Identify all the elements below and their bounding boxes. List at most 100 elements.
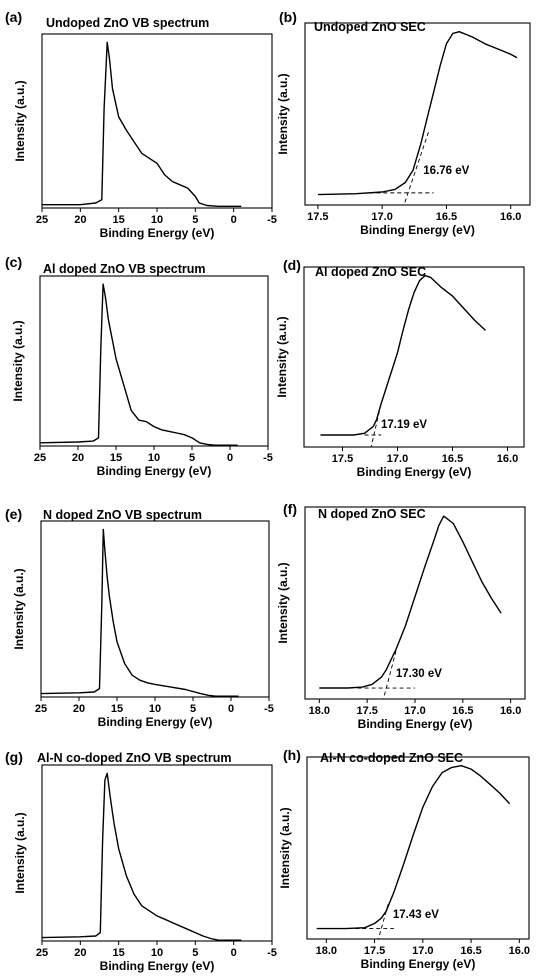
x-tick-label: -5 [264,703,274,715]
y-axis-label: Intensity (a.u.) [12,568,26,649]
y-axis-label: Intensity (a.u.) [11,320,25,401]
spectrum-line [39,283,238,446]
x-tick-label: 10 [151,947,163,959]
panel-title: Undoped ZnO VB spectrum [46,16,209,30]
panel-letter: (f) [283,501,297,517]
panel-a: (a) Undoped ZnO VB spectrum 25 20 15 10 5 0 -5 Bi… [5,9,277,240]
x-tick-label: 16.5 [442,453,463,465]
x-tick-label: 16.5 [436,211,457,223]
extrapolation-line [370,404,382,448]
plot-frame [39,275,269,447]
x-tick-label: 10 [149,703,161,715]
y-axis-label: Intensity (a.u.) [13,812,27,893]
panel-h: (h) Al-N co-doped ZnO SEC 18.0 17.5 17.0 16.5… [278,747,530,971]
y-axis-label: Intensity (a.u.) [275,316,289,397]
extrapolation-line [377,904,389,940]
x-tick-label: 16.0 [500,211,521,223]
x-tick-label: 10 [151,214,163,226]
x-tick-label: 20 [74,214,86,226]
x-axis-label: Binding Energy (eV) [361,957,476,971]
cutoff-annotation: 17.43 eV [393,909,439,921]
x-tick-label: 16.0 [497,453,518,465]
x-tick-label: 5 [190,703,196,715]
panel-title: Al-N co-doped ZnO VB spectrum [37,751,231,765]
cutoff-annotation: 17.19 eV [381,419,427,431]
x-tick-label: 5 [192,947,198,959]
spectrum-line [316,765,511,930]
spectrum-line [42,41,242,207]
x-tick-label: 17.5 [332,453,353,465]
x-axis-label: Binding Energy (eV) [100,226,215,240]
x-tick-label: 10 [148,452,160,464]
cutoff-annotation: 16.76 eV [423,165,469,177]
x-tick-label: 17.0 [387,453,408,465]
x-axis-label: Binding Energy (eV) [98,715,213,729]
cutoff-annotation: 17.30 eV [396,668,442,680]
panel-letter: (c) [5,254,22,270]
plot-frame [303,266,525,448]
x-tick-label: 0 [231,947,237,959]
panel-d: (d) Al doped ZnO SEC 17.5 17.0 16.5 16.0 Bindi… [275,257,525,479]
x-tick-label: 15 [113,947,125,959]
panel-letter: (b) [279,9,297,25]
panel-f: (f) N doped ZnO SEC 18.0 17.5 17.0 16.5 16.0 Bi… [276,501,526,731]
x-tick-label: 16.0 [509,945,530,957]
panel-g: (g) Al-N co-doped ZnO VB spectrum 25 20 15 10… [5,749,277,973]
panel-e: (e) N doped ZnO VB spectrum 25 20 15 10 5 0 -5 Bi… [5,506,274,729]
x-tick-label: 25 [36,214,48,226]
x-axis-label: Binding Energy (eV) [100,959,215,973]
x-tick-label: -5 [267,947,277,959]
plot-frame [41,33,273,209]
panel-letter: (g) [5,749,23,765]
y-axis-label: Intensity (a.u.) [276,562,290,643]
plot-frame [306,756,530,940]
x-tick-label: 17.5 [364,945,385,957]
x-tick-label: 25 [35,703,47,715]
x-tick-label: 16.5 [452,705,473,717]
plot-frame [41,764,273,942]
x-tick-label: 25 [34,452,46,464]
extrapolation-line [382,644,399,700]
x-tick-label: 15 [111,703,123,715]
x-tick-label: 0 [228,703,234,715]
spectrum-line [41,772,242,941]
panel-letter: (h) [283,747,301,763]
x-tick-label: 17.0 [412,945,433,957]
x-tick-label: -5 [263,452,273,464]
panel-b: (b) Undoped ZnO SEC 17.5 17.0 16.5 16.0 Bindin… [276,9,531,237]
x-tick-label: 16.5 [460,945,481,957]
x-axis-label: Binding Energy (eV) [358,717,473,731]
x-tick-label: 20 [73,703,85,715]
x-tick-label: 17.0 [404,705,425,717]
x-tick-label: 25 [36,947,48,959]
x-tick-label: 0 [231,214,237,226]
x-tick-label: 20 [74,947,86,959]
x-tick-label: 18.0 [316,945,337,957]
y-axis-label: Intensity (a.u.) [276,73,290,154]
x-tick-label: 5 [192,214,198,226]
spectrum-line [319,515,502,689]
panel-letter: (a) [5,9,22,25]
spectrum-line [40,528,239,697]
panel-title: Al-N co-doped ZnO SEC [320,751,463,765]
x-tick-label: 16.0 [500,705,521,717]
spectrum-line [320,274,486,436]
x-axis-label: Binding Energy (eV) [357,465,472,479]
x-tick-label: 17.0 [371,211,392,223]
y-axis-label: Intensity (a.u.) [278,807,292,888]
spectrum-line [317,31,518,196]
y-axis-label: Intensity (a.u.) [13,80,27,161]
x-tick-label: 17.5 [307,211,328,223]
x-tick-label: 15 [110,452,122,464]
x-axis-label: Binding Energy (eV) [97,464,212,478]
x-tick-label: 17.5 [356,705,377,717]
x-tick-label: 15 [113,214,125,226]
plot-frame [304,22,531,206]
panel-title: Undoped ZnO SEC [314,20,426,34]
x-tick-label: -5 [267,214,277,226]
x-axis-label: Binding Energy (eV) [360,223,475,237]
panel-letter: (d) [283,257,301,273]
panel-c: (c) Al doped ZnO VB spectrum 25 20 15 10 5 0 -5 B… [5,254,273,478]
x-tick-label: 18.0 [309,705,330,717]
panel-title: N doped ZnO VB spectrum [43,508,202,522]
